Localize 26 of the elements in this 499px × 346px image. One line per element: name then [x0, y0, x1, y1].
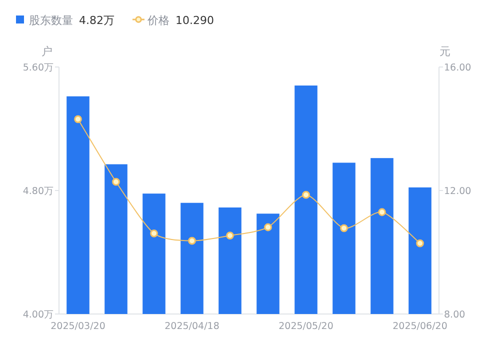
- legend-label: 股东数量: [29, 14, 73, 27]
- x-tick-label: 2025/05/20: [278, 321, 334, 332]
- x-tick-label: 2025/06/20: [392, 321, 448, 332]
- y2-tick-label: 8.00: [444, 310, 466, 320]
- y2-axis-title: 元: [440, 45, 450, 58]
- legend-label: 价格: [146, 14, 170, 27]
- point: [340, 224, 348, 232]
- point: [150, 229, 158, 238]
- text: 10.290: [176, 14, 214, 27]
- y-tick-label: 4.80万: [22, 186, 54, 197]
- point: [264, 223, 272, 232]
- y2-tick-label: 12.00: [444, 186, 472, 197]
- y-tick-label: 4.00万: [22, 310, 54, 320]
- y2-tick-label: 16.00: [444, 62, 472, 74]
- y-axis-title: 户: [42, 45, 52, 58]
- x-tick-label: 2025/04/18: [164, 321, 220, 332]
- point: [74, 115, 82, 124]
- y-tick-label: 5.60万: [22, 62, 54, 74]
- point: [112, 178, 120, 186]
- text: 4.82万: [79, 14, 114, 27]
- point: [378, 208, 386, 216]
- point: [416, 239, 424, 248]
- point: [302, 190, 310, 199]
- x-tick-label: 2025/03/20: [50, 321, 106, 332]
- point: [226, 232, 234, 240]
- point: [188, 236, 196, 245]
